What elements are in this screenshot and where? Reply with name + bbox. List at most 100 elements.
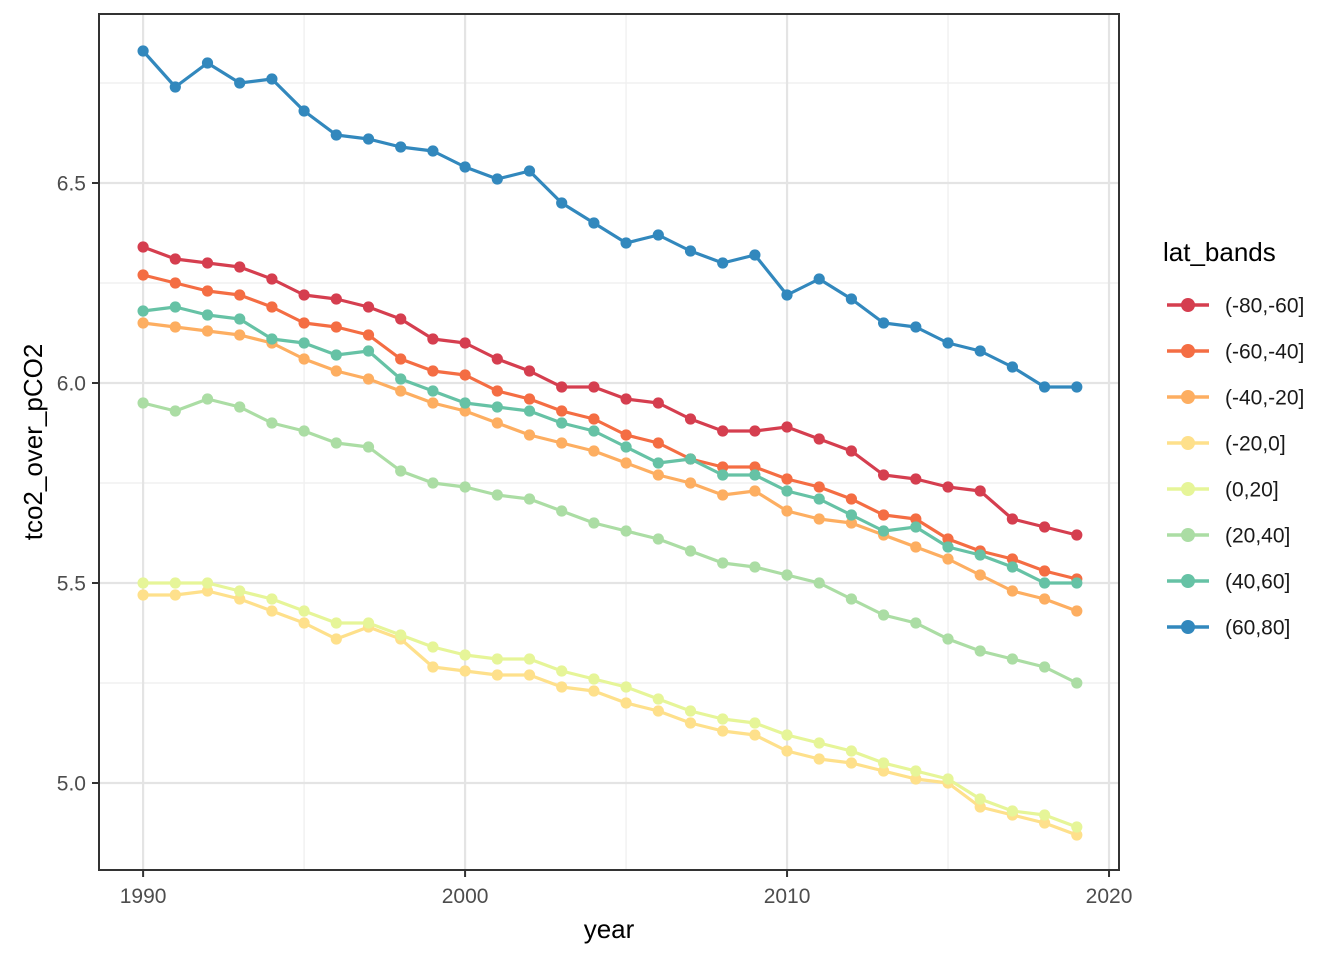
data-point (910, 321, 922, 333)
legend-key-dot (1181, 528, 1195, 542)
legend-label: (-20,0] (1225, 433, 1286, 456)
data-point (201, 257, 214, 269)
data-point (556, 681, 568, 693)
series-7 (137, 45, 1083, 393)
data-point (781, 729, 793, 741)
data-point (523, 653, 536, 665)
data-point (491, 669, 503, 681)
data-point (201, 393, 214, 405)
data-point (266, 417, 278, 429)
data-point (362, 345, 375, 357)
plot-panel (99, 14, 1119, 870)
data-point (684, 413, 697, 425)
legend-title: lat_bands (1163, 237, 1276, 267)
data-point (137, 577, 149, 589)
data-point (588, 685, 600, 697)
legend-label: (0,20] (1225, 479, 1279, 502)
data-point (523, 493, 536, 505)
data-point (813, 481, 825, 493)
panel-background (99, 14, 1119, 870)
data-point (1039, 809, 1051, 821)
data-point (137, 305, 149, 317)
data-point (427, 385, 439, 397)
data-point (234, 289, 246, 301)
data-point (910, 773, 922, 785)
data-point (330, 365, 342, 377)
legend-label: (60,80] (1225, 617, 1290, 640)
data-point (1071, 677, 1083, 689)
y-tick-label: 6.5 (57, 173, 86, 196)
x-tick-label: 2000 (442, 885, 489, 908)
data-point (362, 329, 375, 341)
data-point (1006, 553, 1019, 565)
legend-key-dot (1181, 298, 1195, 312)
data-point (459, 405, 471, 417)
data-point (878, 509, 890, 521)
legend-key-dot (1181, 482, 1195, 496)
legend-key-dot (1181, 574, 1195, 588)
data-point (298, 605, 310, 617)
data-point (523, 365, 536, 377)
data-point (1006, 561, 1019, 573)
data-point (266, 593, 278, 605)
data-point (201, 57, 214, 69)
data-point (910, 541, 922, 553)
data-point (201, 325, 214, 337)
data-point (556, 417, 568, 429)
data-point (652, 229, 664, 241)
data-point (749, 561, 761, 573)
x-axis-title: year (584, 914, 635, 944)
data-point (362, 301, 375, 313)
data-point (781, 473, 793, 485)
data-point (684, 705, 697, 717)
data-point (459, 481, 471, 493)
data-point (395, 373, 407, 385)
data-point (459, 397, 471, 409)
data-point (974, 485, 986, 497)
data-point (684, 717, 697, 729)
data-point (878, 765, 890, 777)
data-point (717, 257, 729, 269)
data-point (1006, 805, 1019, 817)
data-point (137, 317, 149, 329)
data-point (330, 349, 342, 361)
data-point (781, 745, 793, 757)
series-6 (137, 301, 1083, 589)
data-point (556, 197, 568, 209)
data-point (974, 801, 986, 813)
data-point (974, 645, 986, 657)
data-point (395, 465, 407, 477)
data-point (201, 585, 214, 597)
data-point (749, 485, 761, 497)
data-point (684, 453, 697, 465)
data-point (878, 757, 890, 769)
data-point (427, 477, 439, 489)
data-point (556, 405, 568, 417)
data-point (1006, 361, 1019, 373)
data-point (1039, 381, 1051, 393)
data-point (491, 385, 503, 397)
data-point (330, 129, 342, 141)
data-point (845, 293, 858, 305)
data-point (427, 365, 439, 377)
data-point (491, 401, 503, 413)
data-point (523, 429, 536, 441)
data-point (169, 301, 181, 313)
y-tick-label: 5.5 (57, 573, 86, 596)
legend-item: (-40,-20] (1167, 387, 1304, 410)
data-point (717, 489, 729, 501)
data-point (620, 441, 632, 453)
data-point (588, 673, 600, 685)
data-point (878, 525, 890, 537)
data-point (298, 317, 310, 329)
data-point (749, 249, 761, 261)
legend-label: (-60,-40] (1225, 341, 1304, 364)
data-point (556, 665, 568, 677)
data-point (362, 441, 375, 453)
data-point (427, 145, 439, 157)
legend-item: (-20,0] (1167, 433, 1286, 456)
data-point (974, 549, 986, 561)
legend-label: (-40,-20] (1225, 387, 1304, 410)
data-point (717, 461, 729, 473)
